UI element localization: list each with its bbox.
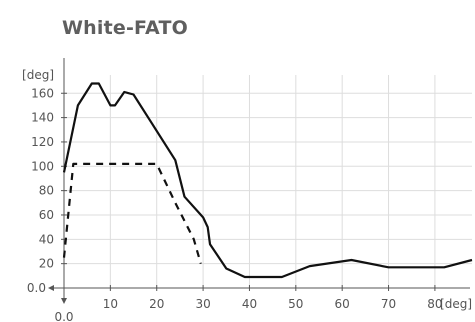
x-tick-label-60: 60 [335, 297, 350, 311]
y-tick-label-120: 120 [31, 135, 54, 149]
y-tick-label-80: 80 [39, 184, 54, 198]
tick-labels: [deg] [deg] 0.0 0.0 20 40 60 80 100 120 140 160… [22, 68, 472, 322]
x-axis-unit-label: [deg] [440, 297, 472, 311]
y-tick-label-20: 20 [39, 257, 54, 271]
x-origin-label: 0.0 [54, 310, 73, 322]
axes [48, 58, 470, 304]
ticks [61, 92, 436, 291]
x-tick-label-40: 40 [242, 297, 257, 311]
series [62, 82, 473, 279]
y-tick-label-60: 60 [39, 208, 54, 222]
x-tick-label-50: 50 [288, 297, 303, 311]
x-tick-label-10: 10 [103, 297, 118, 311]
y-tick-label-160: 160 [31, 86, 54, 100]
x-tick-label-80: 80 [427, 297, 442, 311]
y-axis-unit-label: [deg] [22, 68, 54, 82]
y-tick-label-40: 40 [39, 232, 54, 246]
grid [64, 75, 472, 288]
chart-title: White-FATO [62, 17, 188, 39]
series-line-dashed [62, 162, 202, 265]
y-axis-arrow-icon [61, 298, 67, 304]
x-tick-label-70: 70 [381, 297, 396, 311]
y-origin-label: 0.0 [27, 281, 46, 295]
x-axis-arrow-icon [48, 285, 54, 291]
y-tick-label-100: 100 [31, 159, 54, 173]
x-tick-label-30: 30 [195, 297, 210, 311]
series-line-solid [62, 82, 473, 279]
x-tick-label-20: 20 [149, 297, 164, 311]
y-tick-label-140: 140 [31, 111, 54, 125]
